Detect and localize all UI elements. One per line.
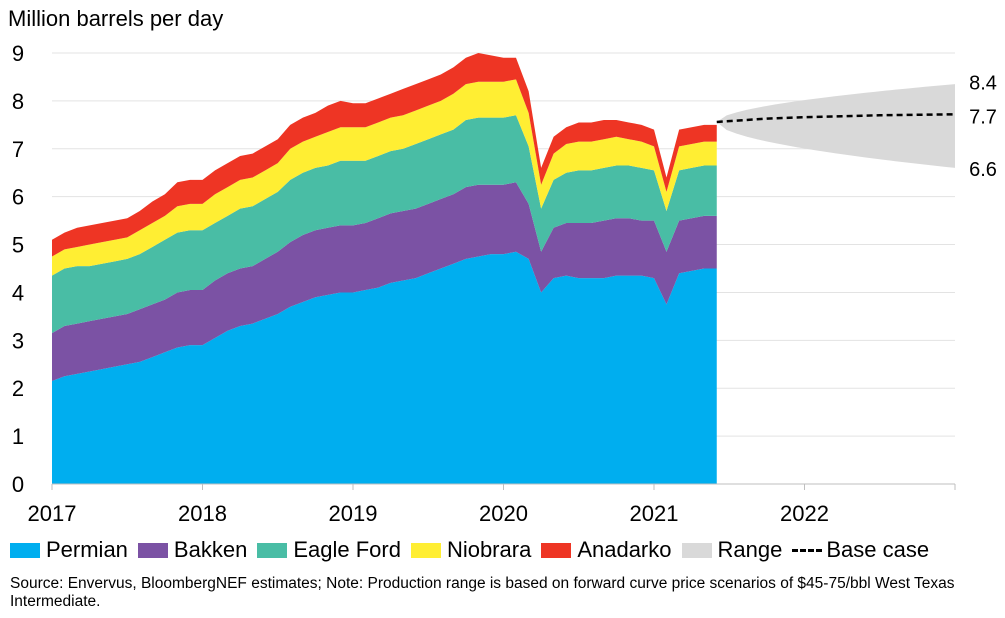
legend-label: Bakken xyxy=(173,537,248,562)
legend-label: Base case xyxy=(826,537,930,562)
x-tick-label-2021: 2021 xyxy=(630,501,679,526)
legend-item-permian: Permian xyxy=(10,537,128,563)
legend-item-anadarko: Anadarko xyxy=(541,537,672,563)
annotation-6-6: 6.6 xyxy=(969,159,997,181)
legend-label: Eagle Ford xyxy=(293,537,401,562)
legend-swatch xyxy=(137,542,168,558)
legend-label: Permian xyxy=(46,537,128,562)
x-tick-label-2018: 2018 xyxy=(178,501,227,526)
y-tick-label-7: 7 xyxy=(12,137,24,162)
legend-item-niobrara: Niobrara xyxy=(410,537,532,563)
legend-label: Anadarko xyxy=(577,537,672,562)
y-tick-label-3: 3 xyxy=(12,328,24,353)
legend-swatch xyxy=(541,542,572,558)
base-case-line xyxy=(716,113,956,124)
area-anadarko xyxy=(52,53,717,257)
legend-swatch xyxy=(681,542,712,558)
area-bakken xyxy=(52,182,717,382)
x-tick-label-2022: 2022 xyxy=(780,501,829,526)
legend-item-range: Range xyxy=(681,537,783,563)
y-tick-label-4: 4 xyxy=(12,280,24,305)
x-tick-label-2020: 2020 xyxy=(479,501,528,526)
area-eagle-ford xyxy=(52,115,717,334)
legend-swatch xyxy=(10,542,40,558)
legend-swatch xyxy=(410,542,441,558)
y-tick-label-9: 9 xyxy=(12,41,24,66)
annotation-7-7: 7.7 xyxy=(969,106,997,128)
x-tick-label-2017: 2017 xyxy=(28,501,77,526)
legend: Permian Bakken Eagle Ford Niobrara Anadarko R… xyxy=(10,537,939,563)
y-tick-label-0: 0 xyxy=(12,472,24,497)
legend-swatch xyxy=(792,548,823,552)
x-tick-label-2019: 2019 xyxy=(329,501,378,526)
source-note: Source: Envervus, BloombergNEF estimates… xyxy=(10,575,955,610)
annotation-8-4: 8.4 xyxy=(969,73,997,95)
y-axis-label: Million barrels per day xyxy=(8,6,224,31)
legend-item-eagle-ford: Eagle Ford xyxy=(257,537,401,563)
legend-swatch xyxy=(257,542,288,558)
legend-item-bakken: Bakken xyxy=(137,537,248,563)
y-tick-label-6: 6 xyxy=(12,185,24,210)
y-tick-label-2: 2 xyxy=(12,376,24,401)
y-tick-label-8: 8 xyxy=(12,89,24,114)
forecast-range-band xyxy=(716,84,955,168)
y-tick-label-5: 5 xyxy=(12,233,24,258)
legend-item-base-case: Base case xyxy=(792,537,929,563)
legend-label: Niobrara xyxy=(446,537,532,562)
area-permian xyxy=(52,251,717,484)
area-niobrara xyxy=(52,79,717,276)
y-tick-label-1: 1 xyxy=(12,424,24,449)
legend-label: Range xyxy=(717,537,783,562)
